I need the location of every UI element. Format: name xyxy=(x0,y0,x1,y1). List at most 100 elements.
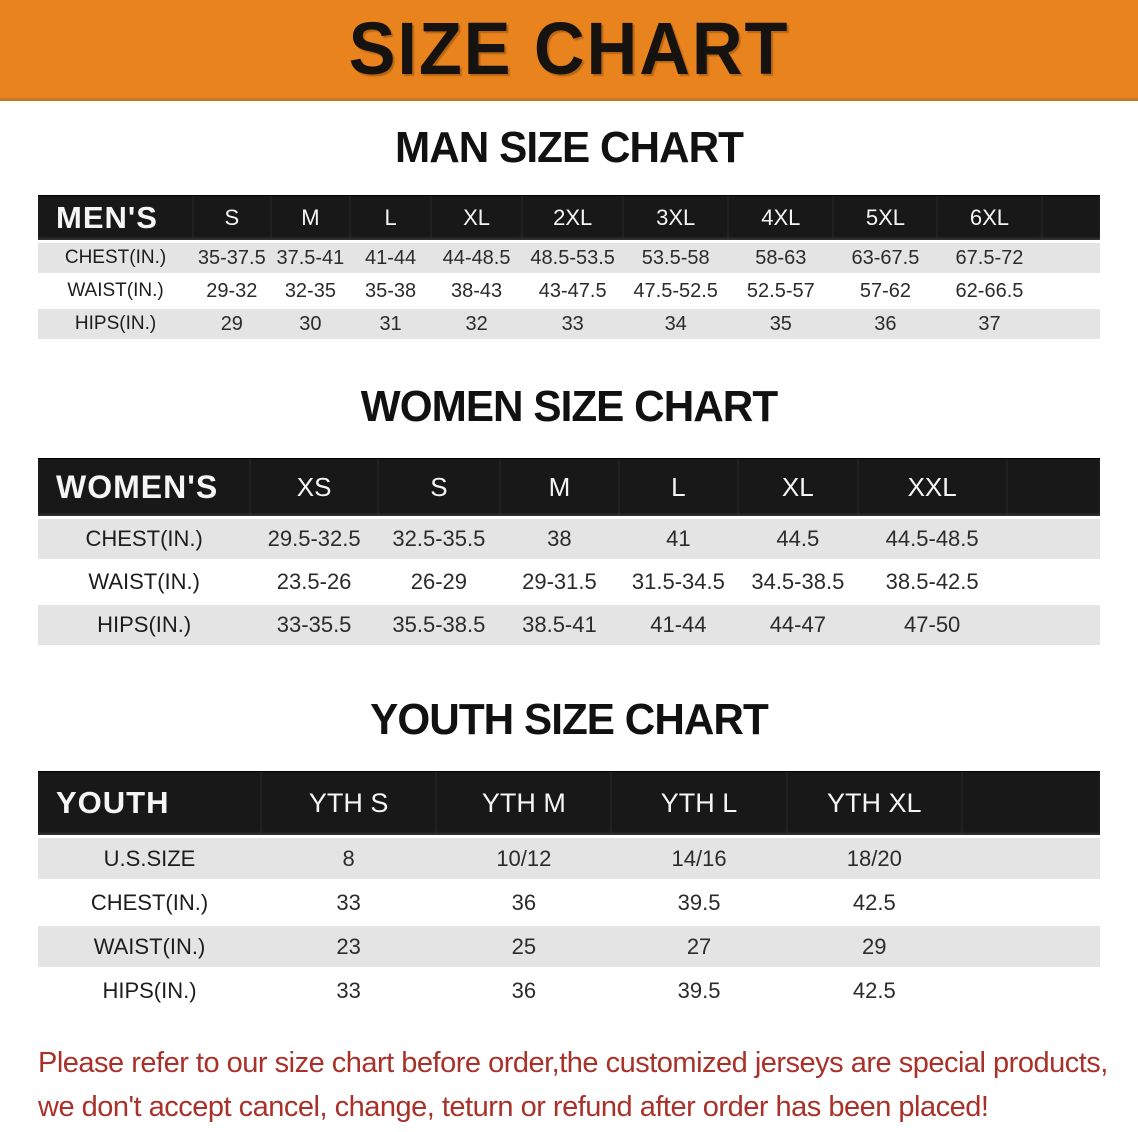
cell: 42.5 xyxy=(786,970,962,1011)
column-header: XXL xyxy=(857,458,1007,516)
column-header: M xyxy=(270,195,351,240)
cell: 31 xyxy=(350,309,431,339)
table-header-row: WOMEN'S XS S M L XL XXL xyxy=(38,458,1100,516)
row-spacer xyxy=(961,838,1100,879)
cell: 29.5-32.5 xyxy=(250,519,378,559)
cell: 37.5-41 xyxy=(270,243,351,273)
row-spacer xyxy=(961,926,1100,967)
row-spacer xyxy=(1006,562,1100,602)
cell: 8 xyxy=(261,838,437,879)
column-header: 2XL xyxy=(522,195,624,240)
cell: 34 xyxy=(623,309,729,339)
footer-line: Please refer to our size chart before or… xyxy=(38,1047,1108,1079)
section-heading: MAN SIZE CHART xyxy=(395,123,744,172)
cell: 31.5-34.5 xyxy=(618,562,738,602)
column-header: L xyxy=(618,458,738,516)
section-women: WOMEN SIZE CHART WOMEN'S XS S M L XL XXL CHEST… xyxy=(0,385,1138,648)
cell: 41-44 xyxy=(350,243,431,273)
column-header: XS xyxy=(250,458,378,516)
cell: 27 xyxy=(611,926,787,967)
row-spacer xyxy=(961,882,1100,923)
footer-note: Please refer to our size chart before or… xyxy=(0,1042,1138,1129)
youth-size-table: YOUTH YTH S YTH M YTH L YTH XL U.S.SIZE 8 10/1… xyxy=(38,768,1100,1014)
cell: 23 xyxy=(261,926,437,967)
cell: 67.5-72 xyxy=(937,243,1042,273)
cell: 63-67.5 xyxy=(833,243,938,273)
cell: 25 xyxy=(436,926,612,967)
row-label: WAIST(IN.) xyxy=(38,926,262,967)
cell: 47.5-52.5 xyxy=(623,276,729,306)
cell: 47-50 xyxy=(857,605,1007,645)
row-spacer xyxy=(1041,243,1100,273)
column-header: YTH M xyxy=(436,771,612,835)
column-header: 6XL xyxy=(937,195,1042,240)
cell: 35 xyxy=(728,309,834,339)
table-wrap: WOMEN'S XS S M L XL XXL CHEST(IN.) 29.5-32.5 32.… xyxy=(0,455,1138,648)
row-spacer xyxy=(1006,519,1100,559)
size-sections: MAN SIZE CHART MEN'S S M L XL 2XL 3XL 4XL 5XL 6XL… xyxy=(0,126,1138,1014)
row-label: WAIST(IN.) xyxy=(38,276,194,306)
cell: 33 xyxy=(261,882,437,923)
cell: 53.5-58 xyxy=(623,243,729,273)
cell: 35-38 xyxy=(350,276,431,306)
table-row: WAIST(IN.) 23.5-26 26-29 29-31.5 31.5-34.5 34… xyxy=(38,562,1100,602)
table-row: CHEST(IN.) 35-37.5 37.5-41 41-44 44-48.5 48.5… xyxy=(38,243,1100,273)
cell: 37 xyxy=(937,309,1042,339)
cell: 58-63 xyxy=(728,243,834,273)
row-label: WAIST(IN.) xyxy=(38,562,251,602)
cell: 35-37.5 xyxy=(193,243,271,273)
table-wrap: YOUTH YTH S YTH M YTH L YTH XL U.S.SIZE 8 10/1… xyxy=(0,768,1138,1014)
cell: 44.5 xyxy=(737,519,858,559)
cell: 38-43 xyxy=(430,276,523,306)
row-label: CHEST(IN.) xyxy=(38,243,194,273)
footer-line: we don't accept cancel, change, teturn o… xyxy=(38,1090,989,1123)
cell: 44-48.5 xyxy=(430,243,523,273)
column-header: M xyxy=(499,458,619,516)
column-header: S xyxy=(377,458,500,516)
cell: 41-44 xyxy=(618,605,738,645)
section-youth: YOUTH SIZE CHART YOUTH YTH S YTH M YTH L YTH… xyxy=(0,698,1138,1014)
cell: 30 xyxy=(270,309,351,339)
table-row: WAIST(IN.) 29-32 32-35 35-38 38-43 43-47.5 47.… xyxy=(38,276,1100,306)
women-size-table: WOMEN'S XS S M L XL XXL CHEST(IN.) 29.5-32.5 32.… xyxy=(38,455,1100,648)
table-row: HIPS(IN.) 29 30 31 32 33 34 35 36 37 xyxy=(38,309,1100,339)
cell: 39.5 xyxy=(611,882,787,923)
column-header: YTH XL xyxy=(786,771,962,835)
row-label: CHEST(IN.) xyxy=(38,519,251,559)
cell: 23.5-26 xyxy=(250,562,378,602)
men-size-table: MEN'S S M L XL 2XL 3XL 4XL 5XL 6XL CHEST(IN.) 35-3… xyxy=(38,192,1100,342)
table-header-row: MEN'S S M L XL 2XL 3XL 4XL 5XL 6XL xyxy=(38,195,1100,240)
row-spacer xyxy=(1041,309,1100,339)
cell: 32 xyxy=(430,309,523,339)
cell: 42.5 xyxy=(786,882,962,923)
banner-title: SIZE CHART xyxy=(348,7,790,90)
cell: 29 xyxy=(786,926,962,967)
column-header: L xyxy=(350,195,431,240)
cell: 29-31.5 xyxy=(499,562,619,602)
cell: 14/16 xyxy=(611,838,787,879)
cell: 33 xyxy=(522,309,624,339)
table-header-label: WOMEN'S xyxy=(38,458,251,516)
column-header: 5XL xyxy=(833,195,938,240)
cell: 34.5-38.5 xyxy=(737,562,858,602)
column-header: S xyxy=(193,195,271,240)
cell: 38.5-42.5 xyxy=(857,562,1007,602)
cell: 44-47 xyxy=(737,605,858,645)
section-heading: WOMEN SIZE CHART xyxy=(360,382,778,431)
table-header-label: MEN'S xyxy=(38,195,194,240)
cell: 36 xyxy=(833,309,938,339)
cell: 35.5-38.5 xyxy=(377,605,500,645)
cell: 52.5-57 xyxy=(728,276,834,306)
column-header: 4XL xyxy=(728,195,834,240)
cell: 57-62 xyxy=(833,276,938,306)
table-row: CHEST(IN.) 33 36 39.5 42.5 xyxy=(38,882,1100,923)
cell: 32.5-35.5 xyxy=(377,519,500,559)
cell: 18/20 xyxy=(786,838,962,879)
table-row: U.S.SIZE 8 10/12 14/16 18/20 xyxy=(38,838,1100,879)
cell: 41 xyxy=(618,519,738,559)
row-label: HIPS(IN.) xyxy=(38,970,262,1011)
cell: 62-66.5 xyxy=(937,276,1042,306)
row-spacer xyxy=(1041,276,1100,306)
cell: 39.5 xyxy=(611,970,787,1011)
